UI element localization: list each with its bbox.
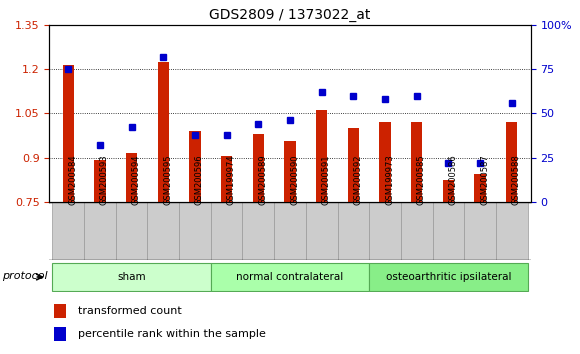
Bar	[63, 65, 74, 354]
Bar	[52, 263, 211, 291]
Text: GSM200584: GSM200584	[68, 154, 77, 205]
Bar	[443, 180, 454, 354]
Bar	[433, 202, 464, 260]
Bar	[306, 202, 338, 260]
Bar	[126, 153, 137, 354]
Bar	[464, 202, 496, 260]
Bar	[338, 202, 369, 260]
Text: GSM200589: GSM200589	[258, 154, 267, 205]
Bar	[284, 141, 296, 354]
Text: GSM200590: GSM200590	[290, 154, 299, 205]
Bar	[54, 304, 66, 318]
Bar	[211, 263, 369, 291]
Bar	[474, 174, 485, 354]
Bar	[52, 202, 84, 260]
Text: GSM200586: GSM200586	[448, 154, 458, 205]
Bar	[95, 160, 106, 354]
Bar	[379, 122, 390, 354]
Bar	[116, 202, 147, 260]
Text: GSM200591: GSM200591	[322, 154, 331, 205]
Bar	[54, 327, 66, 341]
Text: percentile rank within the sample: percentile rank within the sample	[78, 329, 266, 339]
Text: transformed count: transformed count	[78, 306, 182, 316]
Text: GSM200592: GSM200592	[353, 154, 362, 205]
Text: GSM199973: GSM199973	[385, 154, 394, 205]
Bar	[496, 202, 528, 260]
Bar	[211, 202, 242, 260]
Text: GSM200587: GSM200587	[480, 154, 489, 205]
Text: normal contralateral: normal contralateral	[237, 272, 343, 282]
Text: GSM199974: GSM199974	[227, 154, 235, 205]
Bar	[179, 202, 211, 260]
Bar	[506, 122, 517, 354]
Bar	[158, 62, 169, 354]
Text: GSM200594: GSM200594	[132, 154, 140, 205]
Bar	[316, 110, 327, 354]
Bar	[147, 202, 179, 260]
Bar	[221, 156, 232, 354]
Bar	[253, 134, 264, 354]
Bar	[369, 263, 528, 291]
Text: sham: sham	[117, 272, 146, 282]
Bar	[411, 122, 422, 354]
Text: GSM200596: GSM200596	[195, 154, 204, 205]
Bar	[242, 202, 274, 260]
Text: GSM200593: GSM200593	[100, 154, 109, 205]
Text: GSM200585: GSM200585	[416, 154, 426, 205]
Text: GSM200595: GSM200595	[164, 154, 172, 205]
Text: osteoarthritic ipsilateral: osteoarthritic ipsilateral	[386, 272, 511, 282]
Text: GSM200588: GSM200588	[512, 154, 521, 205]
Bar	[190, 131, 201, 354]
Bar	[84, 202, 116, 260]
Bar	[274, 202, 306, 260]
Bar	[401, 202, 433, 260]
Bar	[369, 202, 401, 260]
Title: GDS2809 / 1373022_at: GDS2809 / 1373022_at	[209, 8, 371, 22]
Text: protocol: protocol	[2, 270, 48, 280]
Bar	[348, 128, 359, 354]
